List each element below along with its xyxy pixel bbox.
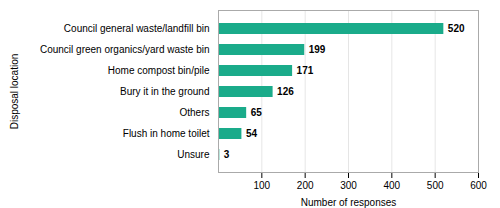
svg-text:Council general waste/landfill: Council general waste/landfill bin [64,23,210,34]
svg-text:199: 199 [309,44,326,55]
svg-text:3: 3 [224,149,230,160]
svg-text:Bury it in the ground: Bury it in the ground [120,86,210,97]
svg-text:100: 100 [253,180,270,191]
svg-text:54: 54 [246,128,258,139]
svg-text:520: 520 [448,23,465,34]
svg-text:Flush in home toilet: Flush in home toilet [123,128,210,139]
svg-text:Others: Others [179,107,209,118]
svg-text:126: 126 [277,86,294,97]
svg-text:Home compost bin/pile: Home compost bin/pile [108,65,210,76]
svg-text:65: 65 [251,107,263,118]
svg-text:200: 200 [297,180,314,191]
svg-text:300: 300 [340,180,357,191]
svg-text:400: 400 [383,180,400,191]
svg-text:171: 171 [297,65,314,76]
svg-text:Unsure: Unsure [177,149,210,160]
svg-text:Disposal location: Disposal location [9,54,20,130]
svg-text:Number of responses: Number of responses [301,197,397,208]
svg-text:Council green organics/yard wa: Council green organics/yard waste bin [40,44,210,55]
svg-text:500: 500 [427,180,444,191]
svg-text:600: 600 [470,180,487,191]
